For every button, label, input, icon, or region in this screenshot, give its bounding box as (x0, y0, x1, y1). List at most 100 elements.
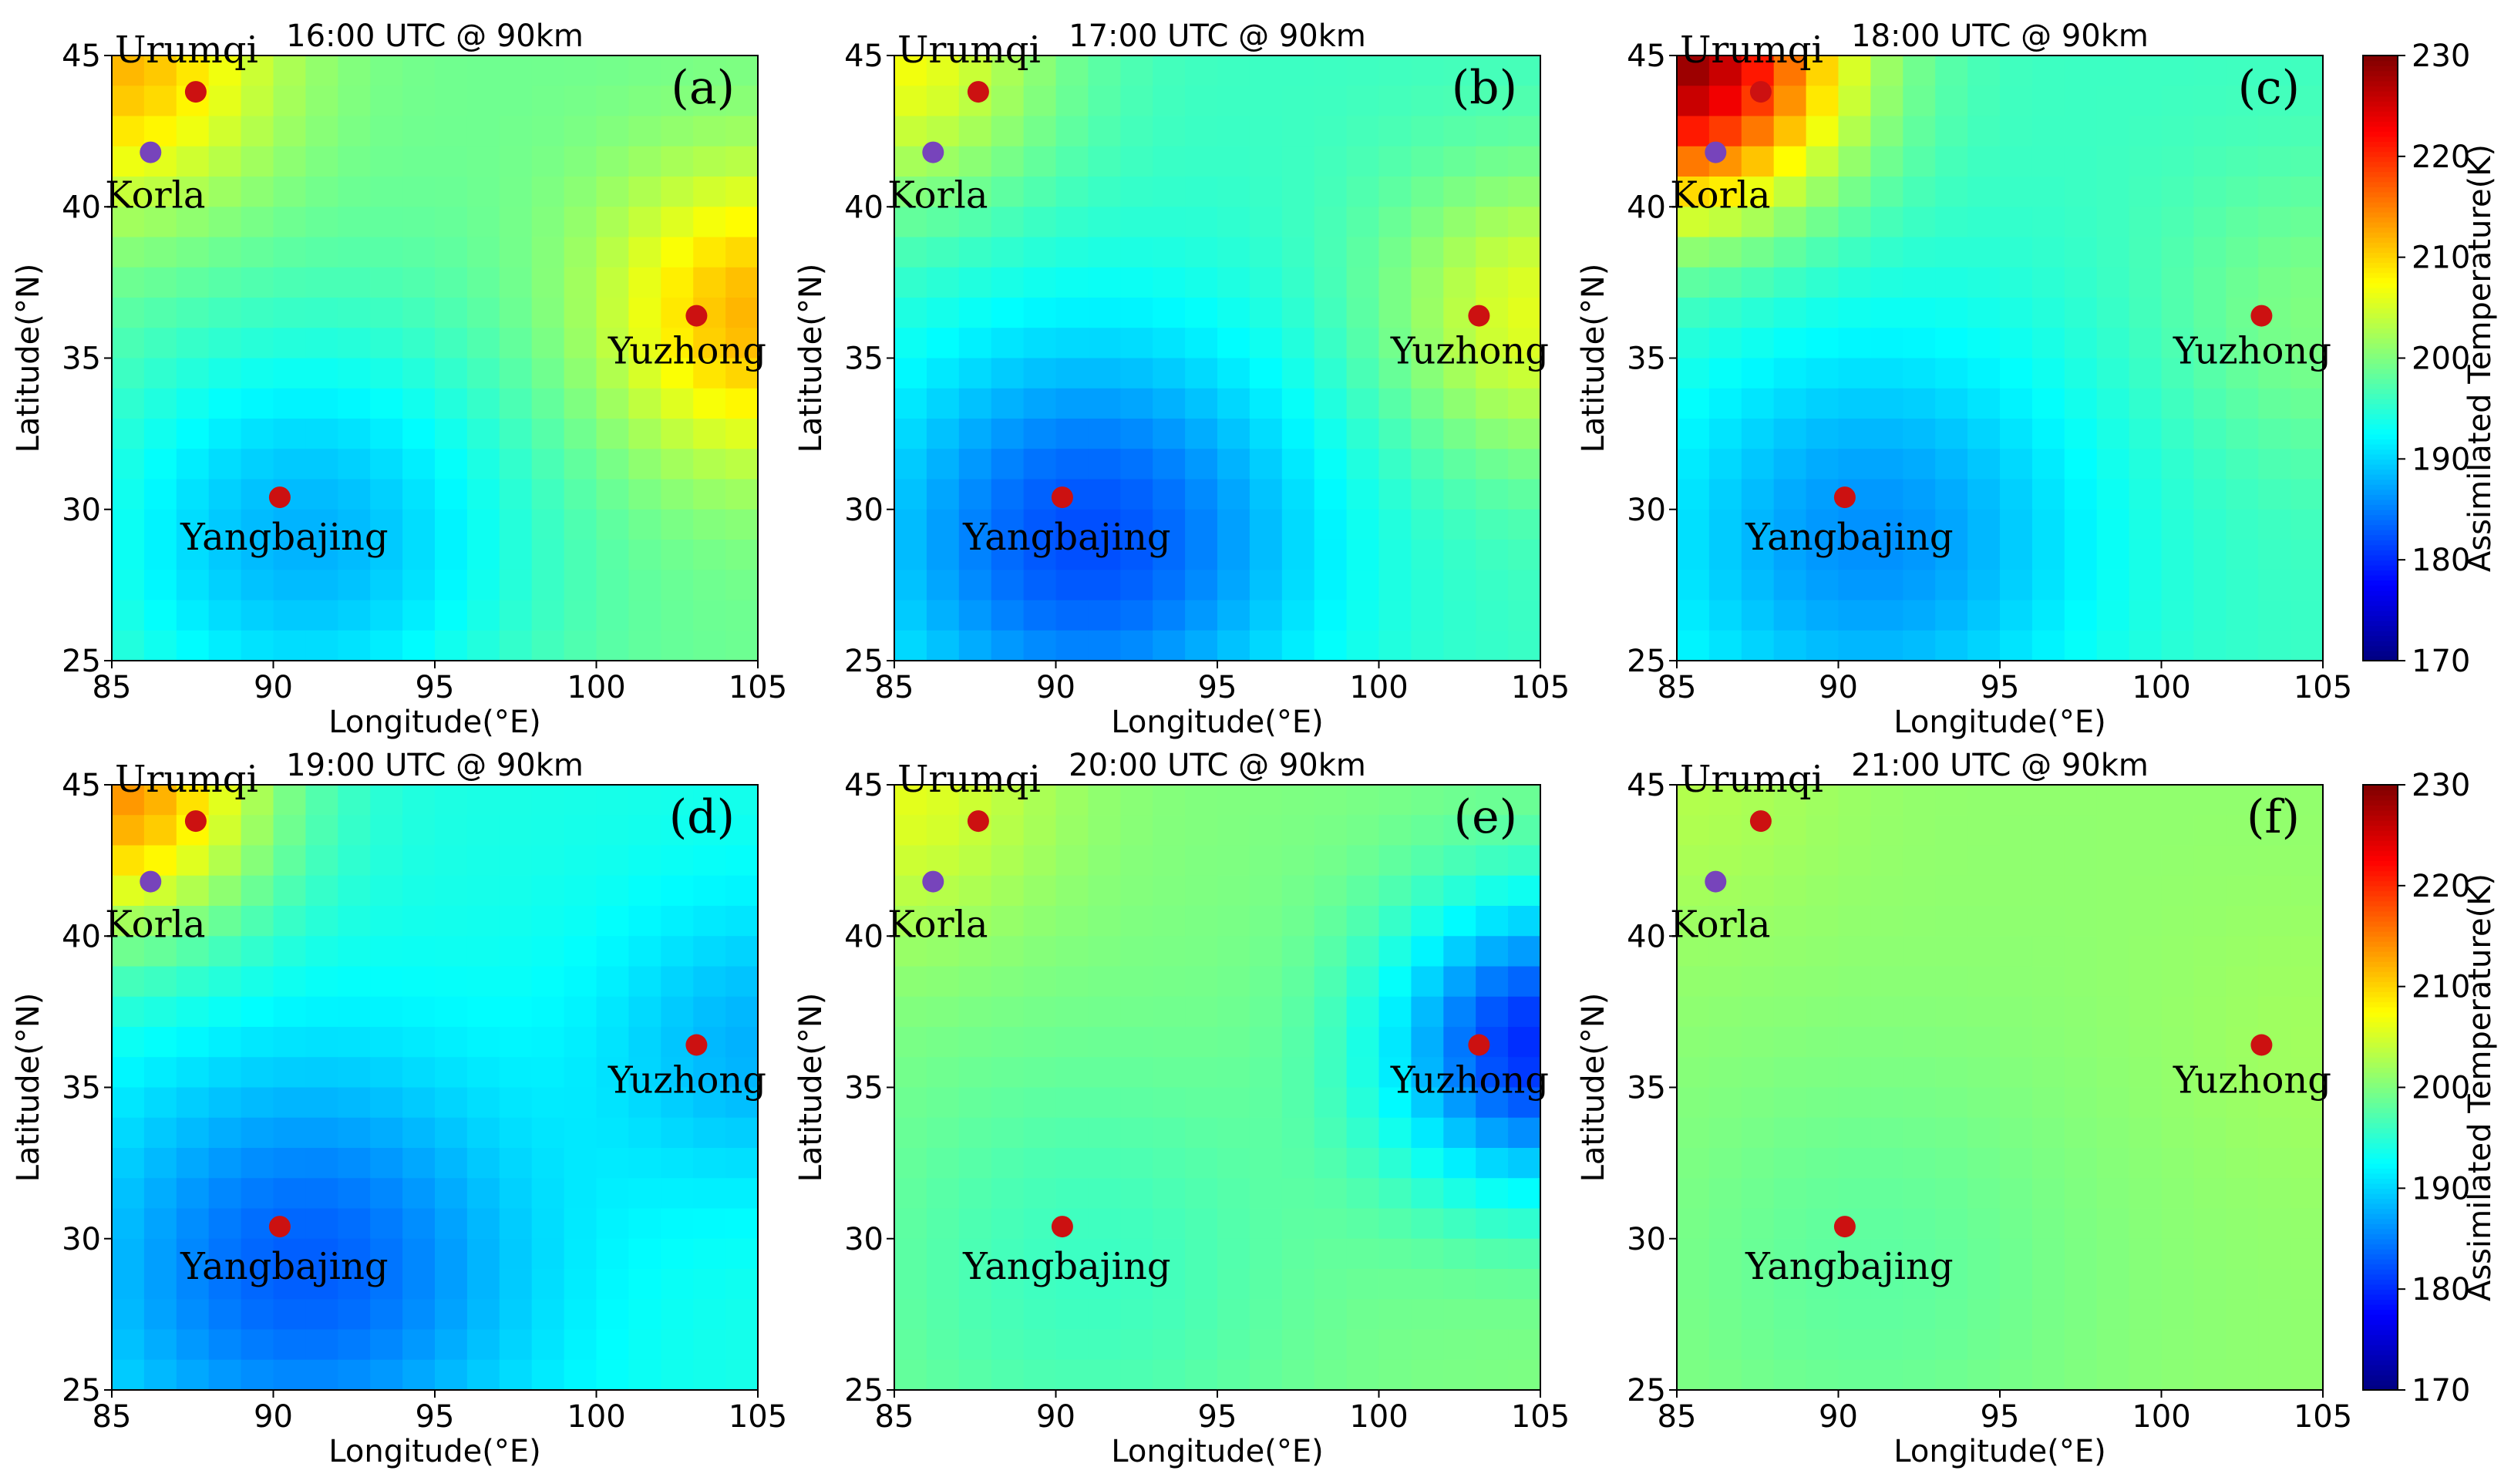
heatmap-cell (564, 298, 597, 328)
heatmap-cell (305, 388, 338, 419)
heatmap-cell (2226, 328, 2259, 359)
heatmap-cell (894, 298, 927, 328)
heatmap-cell (1153, 146, 1186, 177)
heatmap-cell (531, 86, 565, 117)
heatmap-cell (2064, 358, 2098, 389)
heatmap-cell (2129, 600, 2163, 631)
heatmap-cell (2000, 328, 2033, 359)
heatmap-cell (273, 449, 306, 480)
heatmap-cell (1055, 906, 1089, 937)
colorbar-segment (2363, 550, 2398, 556)
heatmap-cell (596, 570, 629, 601)
colorbar-segment (2363, 287, 2398, 294)
heatmap-cell (2291, 1057, 2324, 1089)
heatmap-cell (435, 630, 468, 661)
heatmap-cell (435, 509, 468, 540)
colorbar-segment (2363, 1218, 2398, 1224)
heatmap-cell (1411, 1027, 1444, 1058)
colorbar-segment (2363, 635, 2398, 641)
heatmap-cell (208, 177, 242, 207)
heatmap-cell (1806, 267, 1839, 298)
heatmap-cell (1443, 630, 1476, 661)
x-tick-label: 95 (416, 1399, 455, 1435)
heatmap-cell (1249, 875, 1283, 907)
heatmap-cell (596, 419, 629, 449)
heatmap-cell (2000, 906, 2033, 937)
heatmap-cell (435, 177, 468, 207)
heatmap-cell (1281, 630, 1315, 661)
heatmap-cell (1773, 845, 1807, 877)
heatmap-cell (1088, 875, 1121, 907)
heatmap-cell (1023, 388, 1057, 419)
heatmap-cell (273, 1359, 306, 1391)
heatmap-cell (531, 267, 565, 298)
heatmap-cell (241, 177, 274, 207)
heatmap-cell (1185, 996, 1218, 1028)
heatmap-cell (2291, 906, 2324, 937)
heatmap-cell (112, 1087, 145, 1119)
heatmap-cell (1935, 419, 1968, 449)
heatmap-cell (991, 1178, 1025, 1210)
heatmap-cell (435, 966, 468, 998)
heatmap-cell (596, 1087, 629, 1119)
heatmap-cell (2096, 1178, 2130, 1210)
heatmap-cell (1153, 1329, 1186, 1361)
heatmap-cell (435, 906, 468, 937)
heatmap-cell (1677, 116, 1710, 147)
heatmap-cell (1249, 237, 1283, 268)
heatmap-cell (2258, 86, 2291, 117)
heatmap-cell (1023, 509, 1057, 540)
heatmap-cell (2129, 237, 2163, 268)
heatmap-cell (661, 1359, 694, 1391)
heatmap-cell (1023, 1299, 1057, 1331)
heatmap-cell (1314, 1329, 1348, 1361)
heatmap-cell (2000, 479, 2033, 510)
heatmap-cell (1314, 966, 1348, 998)
heatmap-cell (1935, 509, 1968, 540)
colorbar-segment (2363, 941, 2398, 947)
heatmap-cell (725, 1057, 759, 1089)
heatmap-cell (2291, 630, 2324, 661)
heatmap-cell (628, 177, 661, 207)
colorbar-segment (2363, 231, 2398, 238)
heatmap-cell (693, 419, 726, 449)
y-tick-label: 25 (1627, 1373, 1666, 1408)
colorbar-segment (2363, 1284, 2398, 1290)
heatmap-cell (628, 785, 661, 816)
heatmap-cell (1217, 815, 1250, 846)
heatmap-cell (370, 1359, 403, 1391)
heatmap-cell (1967, 815, 2001, 846)
colorbar-segment (2363, 645, 2398, 651)
heatmap-cell (1249, 116, 1283, 147)
colorbar-segment (2363, 86, 2398, 92)
station-label-korla: Korla (887, 174, 988, 217)
heatmap-cell (1281, 298, 1315, 328)
heatmap-cell (1935, 1117, 1968, 1149)
heatmap-cell (1185, 479, 1218, 510)
heatmap-cell (628, 1299, 661, 1331)
heatmap-cell (1476, 1238, 1509, 1270)
station-label-korla: Korla (1670, 174, 1770, 217)
heatmap-cell (1217, 419, 1250, 449)
heatmap-cell (1806, 207, 1839, 238)
heatmap-cell (2258, 1208, 2291, 1240)
heatmap-cell (1903, 146, 1936, 177)
heatmap-cell (143, 1117, 177, 1149)
x-tick-label: 105 (729, 670, 787, 705)
heatmap-cell (1870, 936, 1903, 967)
heatmap-cell (2031, 237, 2065, 268)
heatmap-cell (958, 388, 992, 419)
heatmap-cell (1120, 845, 1153, 877)
colorbar-segment (2363, 60, 2398, 66)
y-axis-label: Latitude(°N) (11, 993, 46, 1183)
heatmap-cell (2096, 845, 2130, 877)
heatmap-cell (1476, 570, 1509, 601)
heatmap-cell (1967, 177, 2001, 207)
heatmap-cell (435, 1238, 468, 1270)
heatmap-cell (1870, 358, 1903, 389)
heatmap-cell (1741, 1117, 1775, 1149)
heatmap-cell (338, 785, 371, 816)
heatmap-cell (2226, 388, 2259, 419)
colorbar-segment (2363, 308, 2398, 314)
heatmap-cell (1967, 146, 2001, 177)
